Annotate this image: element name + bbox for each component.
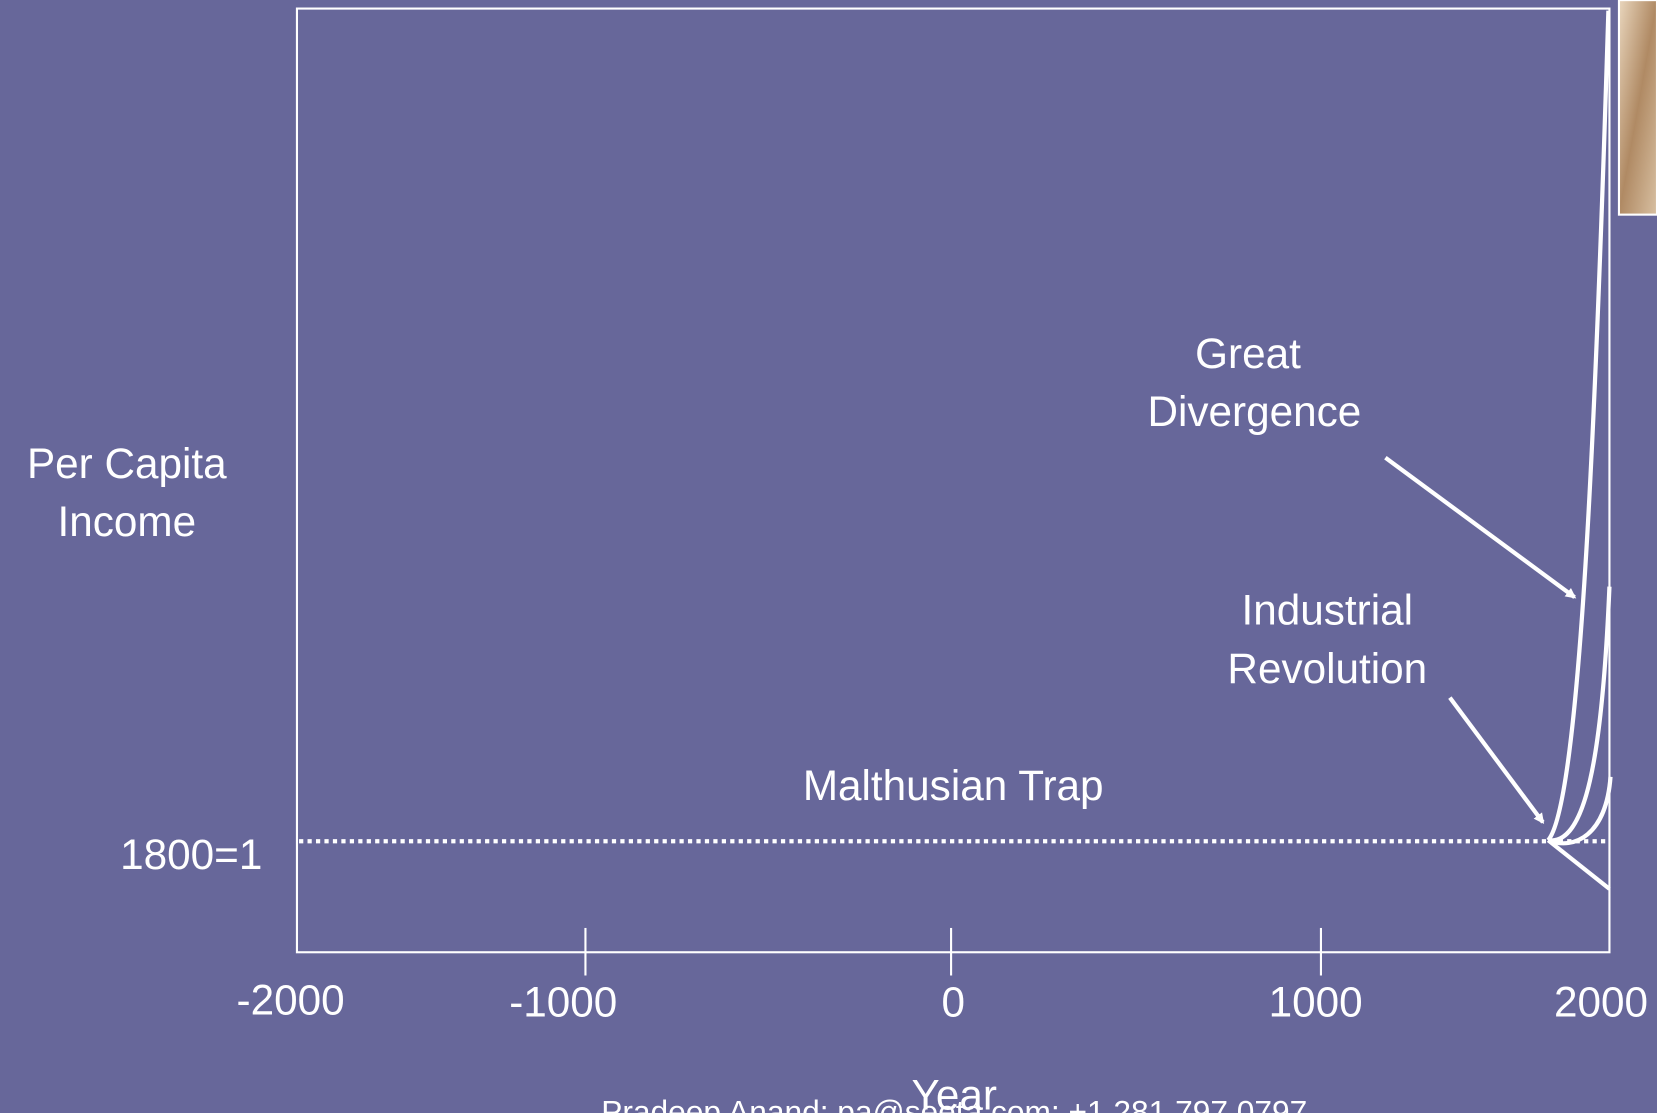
x-tick-label: 2000 <box>1554 979 1648 1026</box>
arrow <box>1448 696 1545 824</box>
curves <box>1384 10 1613 891</box>
annotation: Great <box>1195 330 1301 377</box>
x-title: Year <box>912 1072 997 1113</box>
photo <box>1617 0 1657 216</box>
x-tick-label: 0 <box>941 979 965 1026</box>
x-tick-label: -2000 <box>237 977 345 1024</box>
curve <box>1546 10 1611 842</box>
baseline-label: 1800=1 <box>120 831 262 878</box>
footer: Pradeep Anand: pa@seeta.com; +1 281 797 … <box>601 1093 1307 1113</box>
arrow <box>1384 455 1577 599</box>
curve <box>1547 586 1612 843</box>
y-label: Per Capita <box>27 440 227 487</box>
x-tick-label: 1000 <box>1269 979 1363 1026</box>
annotation: Revolution <box>1227 645 1427 692</box>
curve <box>1547 776 1613 846</box>
annotation: Industrial <box>1242 587 1414 634</box>
y-label: Income <box>58 498 197 545</box>
annotation: Malthusian Trap <box>803 762 1104 809</box>
plot-frame <box>295 7 1611 954</box>
annotation: Divergence <box>1147 388 1361 435</box>
x-tick-label: -1000 <box>509 979 617 1026</box>
x-ticks <box>584 927 1323 976</box>
curve <box>1546 838 1611 891</box>
